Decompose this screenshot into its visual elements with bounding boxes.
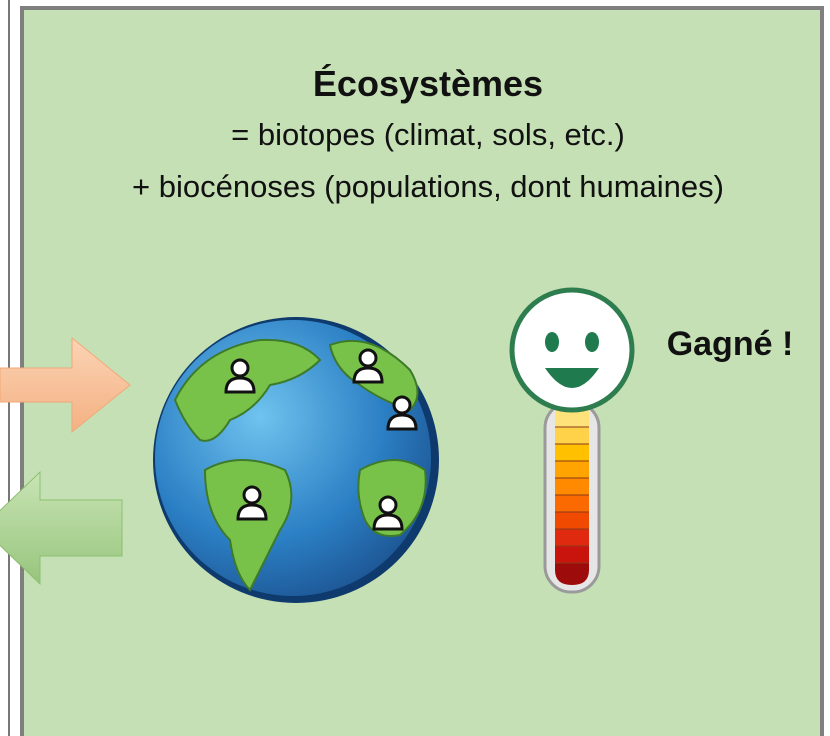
page: Écosystèmes = biotopes (climat, sols, et… <box>0 0 830 736</box>
slide: Écosystèmes = biotopes (climat, sols, et… <box>0 0 830 736</box>
status-label: Gagné ! <box>667 325 794 363</box>
thermometer <box>545 402 599 592</box>
subtitle-line: + biocénoses (populations, dont humaines… <box>132 169 724 204</box>
subtitle-line: = biotopes (climat, sols, etc.) <box>231 117 625 152</box>
title: Écosystèmes <box>313 63 543 104</box>
earth <box>153 317 439 603</box>
smiley <box>512 290 632 410</box>
